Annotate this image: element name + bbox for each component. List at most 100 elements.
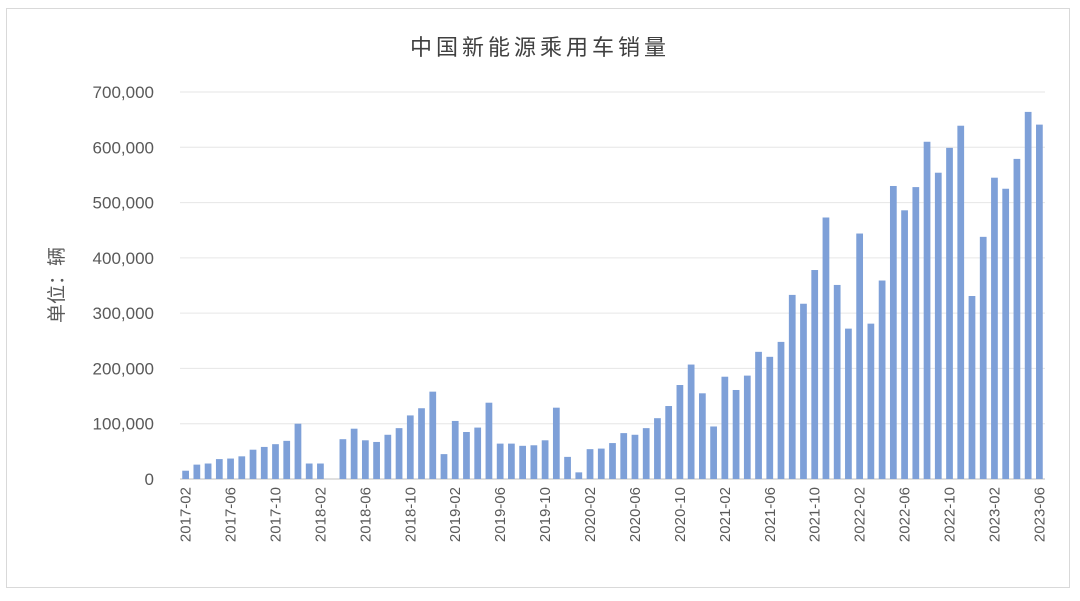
bar-2019-05	[485, 402, 493, 479]
bar-2018-11	[418, 408, 425, 479]
bar-2020-08	[654, 418, 661, 479]
bar-2019-04	[474, 427, 482, 479]
x-tick-label: 2019-02	[447, 487, 464, 542]
x-tick-label: 2017-06	[223, 487, 240, 542]
x-tick-label: 2018-06	[357, 487, 374, 542]
bar-2019-01	[440, 454, 448, 479]
bar-2020-07	[642, 428, 650, 479]
bar-2021-06	[766, 356, 774, 479]
bar-2019-11	[552, 407, 560, 479]
x-tick-label: 2022-02	[852, 487, 869, 542]
bar-2022-02	[856, 233, 864, 479]
y-tick-label: 400,000	[93, 249, 154, 268]
y-tick-label: 700,000	[93, 83, 154, 102]
bar-2018-01	[305, 463, 313, 479]
x-tick-label: 2020-06	[627, 487, 644, 542]
bar-2017-10	[272, 444, 279, 479]
bar-2022-12	[968, 296, 976, 479]
bar-2021-11	[822, 217, 830, 479]
bar-2021-08	[788, 294, 796, 479]
x-tick-label: 2021-02	[717, 487, 734, 542]
bar-2018-08	[384, 434, 392, 479]
bar-2023-02	[991, 177, 998, 479]
bar-2019-02	[451, 420, 459, 479]
bar-2020-12	[699, 393, 706, 479]
bar-2023-01	[979, 236, 987, 479]
bar-2020-06	[631, 434, 639, 479]
bar-2022-09	[934, 172, 942, 479]
bar-2019-03	[463, 432, 470, 479]
bar-2020-10	[676, 385, 684, 479]
bar-2017-07	[238, 456, 246, 479]
bar-2020-01	[575, 472, 583, 479]
bar-2018-07	[373, 441, 380, 479]
bar-2017-04	[204, 463, 212, 479]
bar-2019-07	[508, 443, 515, 479]
x-tick-label: 2018-02	[312, 487, 329, 542]
gridlines	[180, 91, 1045, 480]
bar-2022-11	[957, 125, 965, 479]
bar-2017-03	[193, 464, 201, 479]
y-tick-label: 100,000	[93, 415, 154, 434]
bar-2021-03	[732, 389, 740, 479]
bar-2022-10	[946, 147, 953, 480]
bar-2017-11	[283, 440, 291, 479]
x-tick-label: 2018-10	[402, 487, 419, 542]
bar-2019-06	[496, 443, 504, 479]
bar-2021-02	[721, 376, 729, 479]
x-tick-label: 2021-06	[762, 487, 779, 542]
bar-2020-11	[687, 364, 695, 479]
x-tick-label: 2020-10	[672, 487, 689, 542]
bar-2022-04	[878, 280, 886, 479]
bar-2017-05	[215, 459, 223, 479]
bar-2018-06	[361, 440, 369, 479]
bar-2021-01	[710, 426, 717, 479]
bar-2020-09	[665, 406, 673, 479]
y-tick-label: 500,000	[93, 194, 154, 213]
bar-2019-10	[541, 440, 549, 479]
bar-2022-07	[912, 187, 920, 479]
bar-2018-12	[429, 391, 437, 479]
y-tick-label: 200,000	[93, 359, 154, 378]
bar-2021-05	[755, 351, 762, 479]
bar-2020-05	[620, 433, 628, 479]
bar-2020-02	[586, 449, 594, 479]
bar-2023-03	[1002, 188, 1010, 479]
bar-2019-09	[530, 445, 538, 479]
bar-2021-10	[811, 270, 819, 479]
bar-2023-05	[1024, 111, 1032, 479]
bar-2018-10	[406, 415, 414, 479]
bar-2017-02	[182, 470, 189, 479]
x-tick-label: 2017-10	[267, 487, 284, 542]
bar-2017-12	[294, 423, 302, 479]
x-tick-label: 2022-06	[897, 487, 914, 542]
bar-2020-04	[609, 443, 616, 479]
bar-2017-08	[249, 449, 257, 479]
bar-2019-12	[564, 456, 571, 479]
bar-2021-07	[777, 341, 785, 479]
x-axis-ticks: 2017-02 2017-06 2017-10 2018-02 2018-06 2018-…	[178, 487, 1049, 542]
chart-title: 中国新能源乘用车销量	[409, 36, 670, 61]
x-tick-label: 2023-02	[986, 487, 1003, 542]
x-tick-label: 2017-02	[178, 487, 195, 542]
bar-2023-04	[1013, 158, 1021, 479]
bar-2018-05	[350, 428, 358, 479]
x-tick-label: 2022-10	[942, 487, 959, 542]
bar-2017-09	[260, 446, 268, 479]
bar-2017-06	[227, 458, 234, 479]
bar-2021-09	[800, 303, 807, 479]
bar-2023-06	[1036, 124, 1043, 480]
bars	[182, 111, 1043, 480]
bar-2019-08	[519, 445, 526, 479]
x-tick-label: 2020-02	[582, 487, 599, 542]
bar-2021-04	[743, 375, 751, 479]
bar-2018-02	[317, 463, 324, 479]
x-tick-label: 2021-10	[807, 487, 824, 542]
bar-2022-05	[889, 185, 897, 479]
x-tick-label: 2023-06	[1031, 487, 1048, 542]
y-tick-label: 600,000	[93, 138, 154, 157]
bar-2022-06	[901, 210, 908, 479]
bar-2022-08	[923, 141, 931, 479]
y-tick-label: 300,000	[93, 304, 154, 323]
